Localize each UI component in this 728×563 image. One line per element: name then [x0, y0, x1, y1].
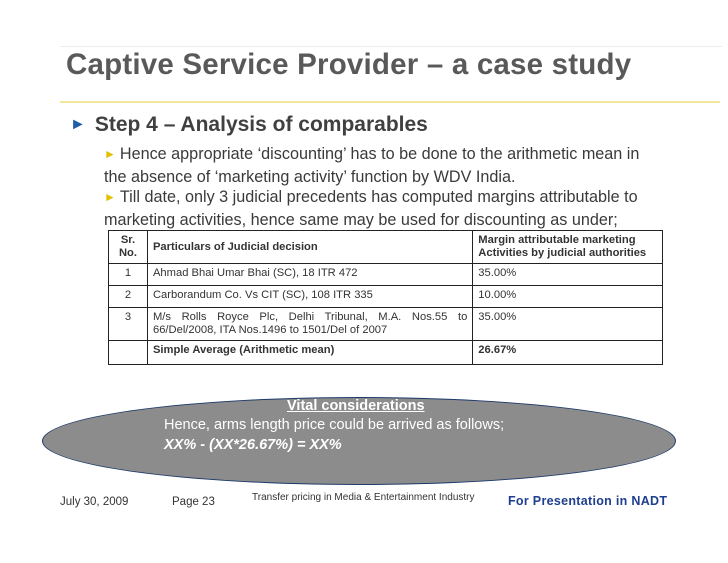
- sub-bullet-arrow-icon: ►: [104, 190, 116, 204]
- table-header-row: Sr. No. Particulars of Judicial decision…: [108, 230, 663, 264]
- table-row: 2 Carborandum Co. Vs CIT (SC), 108 ITR 3…: [108, 285, 663, 308]
- cell-particulars: Ahmad Bhai Umar Bhai (SC), 18 ITR 472: [146, 263, 474, 286]
- callout-oval: [42, 397, 676, 485]
- cell-particulars: M/s Rolls Royce Plc, Delhi Tribunal, M.A…: [146, 307, 474, 341]
- callout-line-1: Hence, arms length price could be arrive…: [164, 417, 505, 433]
- cell-sr: 1: [108, 263, 148, 286]
- header-particulars: Particulars of Judicial decision: [146, 230, 474, 264]
- table-row: 1 Ahmad Bhai Umar Bhai (SC), 18 ITR 472 …: [108, 263, 663, 286]
- callout-heading: Vital considerations: [287, 398, 425, 414]
- step-heading-row: ► Step 4 – Analysis of comparables: [70, 113, 428, 137]
- header-margin: Margin attributable marketing Activities…: [472, 230, 663, 264]
- cell-sr: 2: [108, 285, 148, 308]
- comparables-table: Sr. No. Particulars of Judicial decision…: [108, 230, 663, 365]
- bullet-paragraph-2: ► Till date, only 3 judicial precedents h…: [104, 186, 664, 231]
- average-label: Simple Average (Arithmetic mean): [146, 340, 474, 365]
- bullet-paragraph-1: ► Hence appropriate ‘discounting’ has to …: [104, 143, 664, 188]
- paragraph-2-text: Till date, only 3 judicial precedents ha…: [104, 188, 638, 229]
- header-sr-no: Sr. No.: [108, 230, 148, 264]
- footer-center-text: Transfer pricing in Media & Entertainmen…: [252, 492, 475, 503]
- callout-formula: XX% - (XX*26.67%) = XX%: [164, 437, 342, 453]
- step-heading: Step 4 – Analysis of comparables: [94, 113, 428, 136]
- top-divider: [60, 46, 722, 47]
- cell-empty: [108, 340, 148, 365]
- cell-margin: 35.00%: [472, 307, 663, 341]
- footer-date: July 30, 2009: [60, 496, 129, 508]
- paragraph-1-text: Hence appropriate ‘discounting’ has to b…: [104, 145, 640, 186]
- footer-page-number: Page 23: [172, 496, 215, 508]
- table-average-row: Simple Average (Arithmetic mean) 26.67%: [108, 340, 663, 365]
- sub-bullet-arrow-icon: ►: [104, 147, 116, 161]
- cell-particulars: Carborandum Co. Vs CIT (SC), 108 ITR 335: [146, 285, 474, 308]
- cell-margin: 10.00%: [472, 285, 663, 308]
- average-value: 26.67%: [472, 340, 663, 365]
- cell-sr: 3: [108, 307, 148, 341]
- slide-title: Captive Service Provider – a case study: [66, 48, 632, 81]
- title-underline: [60, 101, 720, 103]
- bullet-arrow-icon: ►: [70, 116, 86, 133]
- cell-margin: 35.00%: [472, 263, 663, 286]
- footer-presentation-note: For Presentation in NADT: [508, 494, 668, 508]
- table-row: 3 M/s Rolls Royce Plc, Delhi Tribunal, M…: [108, 307, 663, 341]
